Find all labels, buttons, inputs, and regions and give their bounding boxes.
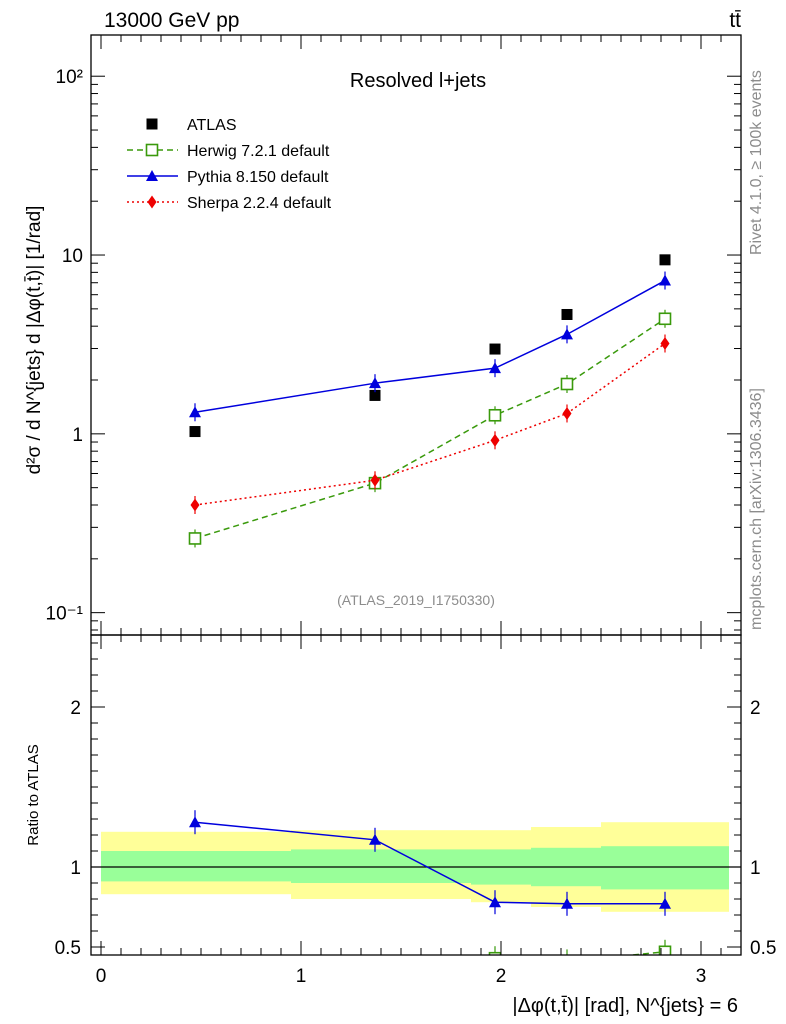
ratio-marker-0-2	[488, 951, 502, 955]
legend-marker-2	[146, 170, 158, 181]
y-tick-label-ratio-left: 0.5	[55, 938, 81, 959]
marker-2-4	[659, 274, 671, 286]
ratio-uncertainty-bands	[91, 822, 741, 912]
series-0	[189, 254, 671, 438]
series-1	[188, 309, 672, 548]
x-tick-label-1: 1	[296, 966, 307, 987]
y-tick-label-ratio-left: 1	[70, 858, 81, 879]
ratio-marker-1-0	[189, 816, 201, 828]
series-line-3	[194, 342, 666, 506]
marker-2-2	[489, 362, 501, 374]
legend-entry-1: Herwig 7.2.1 default	[127, 143, 330, 160]
x-axis-label: |Δφ(t,t̄)| [rad], N^{jets} = 6	[512, 995, 738, 1017]
legend-marker-1	[145, 143, 159, 157]
series-line-1	[194, 318, 666, 540]
ratio-marker-1-1	[369, 833, 381, 845]
legend-marker-3	[147, 195, 157, 209]
axis-ticks	[91, 35, 742, 955]
marker-3-0	[190, 498, 200, 512]
marker-0-3	[561, 308, 573, 320]
plot-title: Resolved l+jets	[350, 70, 486, 92]
legend-label-3: Sherpa 2.2.4 default	[187, 195, 332, 212]
ratio-marker-1-2	[489, 896, 501, 908]
x-tick-label-2: 2	[496, 966, 507, 987]
legend-label-1: Herwig 7.2.1 default	[187, 143, 330, 160]
x-tick-label-3: 3	[696, 966, 707, 987]
x-tick-label-0: 0	[96, 966, 107, 987]
series-3	[190, 334, 670, 515]
tick-labels: 0 1 2 3 10² 10 1 10⁻¹ 0.5 0.5 1 1 2 2	[46, 67, 777, 987]
ratio-marker-0-1	[370, 970, 381, 981]
ratio-series-group	[189, 810, 672, 993]
ratio-marker-0-3	[562, 956, 573, 967]
marker-1-3	[560, 377, 574, 391]
marker-0-0	[189, 426, 201, 438]
band-inner-1	[291, 849, 471, 883]
series-2	[189, 271, 671, 422]
marker-3-2	[490, 433, 500, 447]
y-tick-label-main: 10⁻¹	[46, 604, 84, 625]
marker-1-4	[658, 312, 672, 326]
legend-entry-0: ATLAS	[146, 117, 237, 134]
marker-2-0	[189, 406, 201, 418]
marker-1-2	[488, 408, 502, 422]
y-tick-label-ratio-left: 2	[70, 698, 81, 719]
main-y-axis-label: d²σ / d N^{jets} d |Δφ(t,t̄)| [1/rad]	[24, 206, 45, 475]
ratio-marker-1-4	[659, 897, 671, 909]
ratio-marker-0-0	[190, 982, 201, 993]
legend: ATLAS Herwig 7.2.1 default Pythia 8.150 de…	[127, 117, 332, 212]
marker-1-0	[188, 532, 202, 545]
ratio-series-1	[189, 810, 671, 916]
ratio-panel-frame	[90, 634, 742, 956]
marker-0-2	[489, 343, 501, 355]
legend-entry-2: Pythia 8.150 default	[127, 169, 329, 186]
marker-3-4	[660, 337, 670, 351]
y-tick-label-ratio-right: 2	[750, 698, 761, 719]
y-tick-label-main: 10	[62, 246, 83, 267]
legend-label-0: ATLAS	[187, 117, 237, 134]
header-right: tt̄	[729, 9, 741, 32]
marker-2-1	[369, 377, 381, 389]
legend-label-2: Pythia 8.150 default	[187, 169, 329, 186]
marker-2-3	[561, 328, 573, 340]
main-series-group	[188, 254, 672, 548]
ratio-y-axis-label: Ratio to ATLAS	[25, 744, 42, 845]
rivet-version-label: Rivet 4.1.0, ≥ 100k events	[748, 70, 765, 255]
marker-0-4	[659, 254, 671, 266]
mcplots-label: mcplots.cern.ch [arXiv:1306.3436]	[748, 388, 765, 630]
band-inner-4	[601, 846, 729, 890]
series-line-2	[194, 279, 666, 414]
ratio-line-0	[624, 951, 666, 955]
marker-0-1	[369, 389, 381, 401]
y-tick-label-ratio-right: 1	[750, 858, 761, 879]
header-left: 13000 GeV pp	[104, 9, 239, 32]
band-inner-0	[101, 851, 291, 882]
analysis-watermark: (ATLAS_2019_I1750330)	[337, 592, 495, 608]
ratio-marker-0-4	[658, 945, 672, 955]
legend-marker-0	[146, 118, 158, 130]
legend-entry-3: Sherpa 2.2.4 default	[127, 195, 332, 212]
ratio-marker-1-3	[561, 897, 573, 909]
marker-3-1	[370, 473, 380, 487]
ratio-series-0	[190, 939, 672, 993]
y-tick-label-ratio-right: 0.5	[750, 938, 776, 959]
y-tick-label-main: 1	[72, 425, 83, 446]
y-tick-label-main: 10²	[56, 67, 83, 88]
marker-3-3	[562, 406, 572, 420]
